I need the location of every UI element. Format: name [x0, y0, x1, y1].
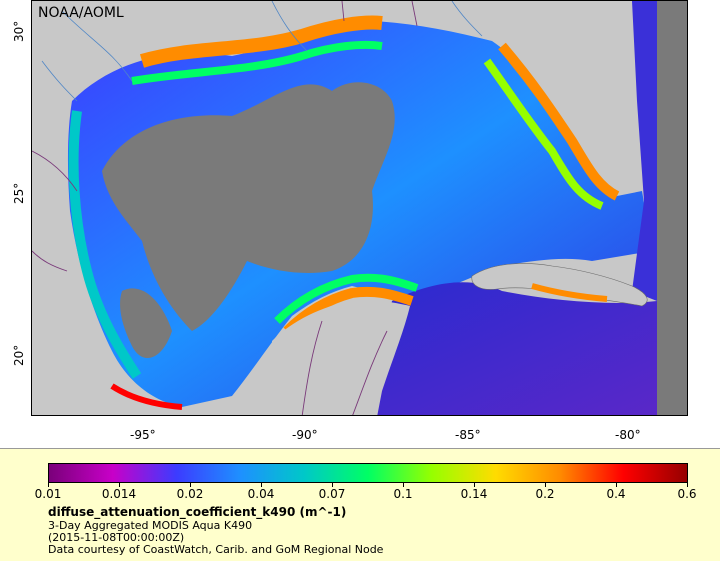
colorbar — [48, 463, 688, 483]
product-date: (2015-11-08T00:00:00Z) — [48, 531, 185, 544]
river — [271, 1, 308, 52]
lon-label-80: -80° — [615, 428, 641, 442]
colorbar-label: 0.07 — [318, 487, 346, 501]
credit-label: NOAA/AOML — [38, 5, 124, 21]
k490-map — [32, 1, 687, 415]
state-border — [411, 1, 418, 27]
map-panel[interactable]: NOAA/AOML — [31, 0, 688, 416]
mexico-shelf-band — [68, 110, 142, 379]
colorbar-tick — [190, 483, 191, 487]
river — [61, 10, 133, 82]
colorbar-tick — [119, 483, 120, 487]
state-border — [341, 1, 345, 22]
florida-shelf-band — [498, 42, 620, 201]
yucatan-shelf-band-outer — [274, 273, 419, 324]
variable-name: diffuse_attenuation_coefficient_k490 (m^… — [48, 505, 347, 519]
lat-label-30: 30° — [12, 20, 26, 42]
river — [41, 60, 78, 102]
colorbar-label: 0.01 — [34, 487, 62, 501]
legend-panel: 0.01 0.014 0.02 0.04 0.07 0.1 0.14 0.2 0… — [0, 448, 720, 561]
colorbar-label: 0.04 — [247, 487, 275, 501]
lon-label-85: -85° — [455, 428, 481, 442]
cuba-shelf-band — [531, 283, 608, 302]
colorbar-tick — [545, 483, 546, 487]
colorbar-tick — [332, 483, 333, 487]
colorbar-label: 0.014 — [101, 487, 137, 501]
colorbar-label: 0.4 — [606, 487, 626, 501]
state-border — [32, 250, 68, 272]
cuba-land — [471, 263, 648, 307]
country-border — [32, 150, 78, 192]
cloud-mask-southwest — [120, 288, 172, 358]
colorbar-tick — [403, 483, 404, 487]
cloud-mask-east — [657, 1, 687, 415]
colorbar-label: 0.02 — [176, 487, 204, 501]
lon-label-90: -90° — [292, 428, 318, 442]
caribbean-water — [362, 282, 657, 415]
mexico-shelf-band-inner — [110, 383, 183, 410]
colorbar-tick — [474, 483, 475, 487]
colorbar-label: 0.14 — [460, 487, 488, 501]
cloud-mask-central — [102, 82, 395, 331]
data-credit: Data courtesy of CoastWatch, Carib. and … — [48, 543, 384, 556]
colorbar-tick — [261, 483, 262, 487]
colorbar-label: 0.2 — [535, 487, 555, 501]
yucatan-shelf-band — [283, 286, 414, 335]
lat-label-25: 25° — [12, 182, 26, 204]
product-description: 3-Day Aggregated MODIS Aqua K490 — [48, 519, 253, 532]
colorbar-label: 0.6 — [677, 487, 697, 501]
country-border — [352, 330, 388, 415]
atlantic-water — [632, 1, 657, 301]
northern-shelf-band — [139, 15, 383, 68]
colorbar-tick — [48, 483, 49, 487]
northern-shelf-band-outer — [131, 40, 383, 85]
colorbar-tick — [687, 483, 688, 487]
colorbar-tick — [616, 483, 617, 487]
colorbar-label: 0.1 — [393, 487, 413, 501]
river — [451, 1, 483, 37]
lon-label-95: -95° — [130, 428, 156, 442]
florida-shelf-band-outer — [483, 58, 604, 210]
lat-label-20: 20° — [12, 344, 26, 366]
country-border — [301, 320, 323, 415]
